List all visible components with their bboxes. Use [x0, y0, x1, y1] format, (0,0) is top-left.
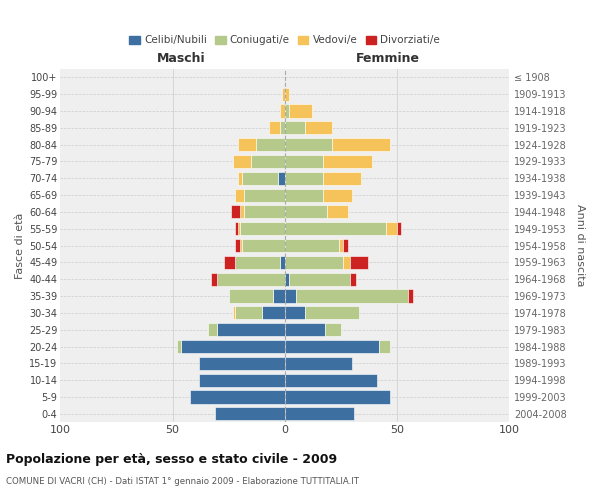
Text: Popolazione per età, sesso e stato civile - 2009: Popolazione per età, sesso e stato civil…: [6, 452, 337, 466]
Bar: [338, 239, 343, 252]
Bar: [240, 222, 284, 235]
Bar: [240, 239, 242, 252]
Bar: [269, 122, 280, 134]
Bar: [343, 256, 350, 269]
Bar: [397, 222, 401, 235]
Bar: [284, 323, 325, 336]
Bar: [244, 206, 284, 218]
Bar: [284, 306, 305, 320]
Bar: [280, 104, 284, 118]
Bar: [284, 138, 332, 151]
Bar: [284, 222, 386, 235]
Text: COMUNE DI VACRI (CH) - Dati ISTAT 1° gennaio 2009 - Elaborazione TUTTITALIA.IT: COMUNE DI VACRI (CH) - Dati ISTAT 1° gen…: [6, 478, 359, 486]
Bar: [305, 306, 359, 320]
Bar: [177, 340, 181, 353]
Bar: [284, 340, 379, 353]
Text: Femmine: Femmine: [356, 52, 420, 66]
Bar: [242, 172, 278, 185]
Text: Maschi: Maschi: [157, 52, 206, 66]
Bar: [325, 323, 341, 336]
Bar: [284, 172, 323, 185]
Bar: [332, 138, 390, 151]
Bar: [305, 122, 332, 134]
Bar: [235, 188, 244, 202]
Bar: [235, 256, 280, 269]
Bar: [284, 272, 289, 286]
Bar: [238, 138, 256, 151]
Bar: [242, 239, 284, 252]
Bar: [284, 290, 296, 302]
Bar: [238, 222, 240, 235]
Bar: [217, 323, 284, 336]
Bar: [284, 407, 354, 420]
Bar: [283, 88, 284, 101]
Bar: [231, 206, 240, 218]
Bar: [262, 306, 284, 320]
Bar: [211, 272, 217, 286]
Bar: [280, 122, 284, 134]
Bar: [284, 256, 343, 269]
Bar: [256, 138, 284, 151]
Bar: [284, 206, 328, 218]
Bar: [215, 407, 284, 420]
Bar: [284, 239, 338, 252]
Bar: [284, 374, 377, 386]
Bar: [323, 155, 372, 168]
Bar: [296, 290, 408, 302]
Bar: [235, 239, 240, 252]
Y-axis label: Fasce di età: Fasce di età: [15, 212, 25, 279]
Bar: [274, 290, 284, 302]
Bar: [289, 272, 350, 286]
Bar: [235, 306, 262, 320]
Bar: [284, 390, 390, 404]
Bar: [284, 188, 323, 202]
Bar: [350, 256, 368, 269]
Bar: [328, 206, 347, 218]
Bar: [408, 290, 413, 302]
Bar: [284, 155, 323, 168]
Bar: [229, 290, 274, 302]
Bar: [199, 357, 284, 370]
Bar: [278, 172, 284, 185]
Bar: [284, 104, 289, 118]
Bar: [284, 88, 289, 101]
Bar: [386, 222, 397, 235]
Bar: [190, 390, 284, 404]
Bar: [235, 222, 238, 235]
Bar: [251, 155, 284, 168]
Bar: [224, 256, 235, 269]
Bar: [323, 188, 352, 202]
Bar: [284, 357, 352, 370]
Bar: [244, 188, 284, 202]
Y-axis label: Anni di nascita: Anni di nascita: [575, 204, 585, 287]
Bar: [280, 256, 284, 269]
Bar: [323, 172, 361, 185]
Bar: [233, 306, 235, 320]
Bar: [379, 340, 390, 353]
Bar: [233, 155, 251, 168]
Bar: [343, 239, 347, 252]
Bar: [181, 340, 284, 353]
Bar: [284, 122, 305, 134]
Bar: [217, 272, 284, 286]
Bar: [350, 272, 356, 286]
Legend: Celibi/Nubili, Coniugati/e, Vedovi/e, Divorziati/e: Celibi/Nubili, Coniugati/e, Vedovi/e, Di…: [125, 32, 444, 50]
Bar: [240, 206, 244, 218]
Bar: [199, 374, 284, 386]
Bar: [289, 104, 311, 118]
Bar: [238, 172, 242, 185]
Bar: [208, 323, 217, 336]
